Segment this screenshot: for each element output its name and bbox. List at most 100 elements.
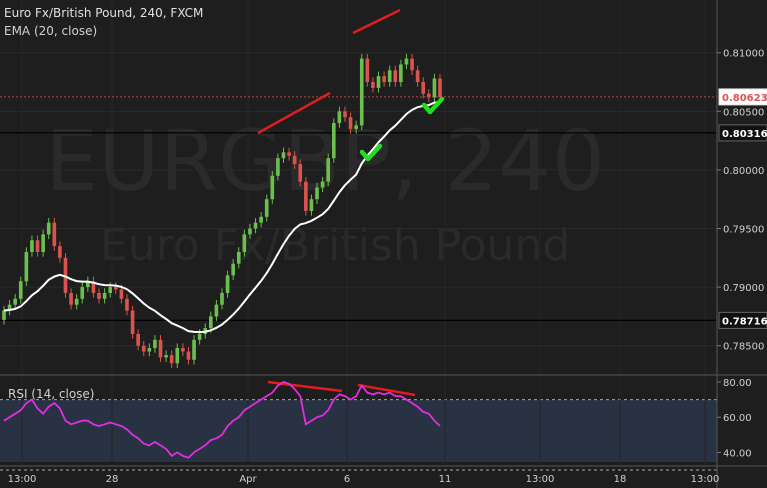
candle-body <box>253 222 258 229</box>
candle-body <box>113 287 118 290</box>
candle-body <box>270 175 275 200</box>
candle-body <box>30 240 34 252</box>
candle-body <box>248 228 252 235</box>
checkmark-icon <box>421 96 445 115</box>
symbol-title: Euro Fx/British Pound, 240, FXCM <box>4 6 203 20</box>
candle-body <box>186 351 191 360</box>
candle-body <box>276 158 280 176</box>
candle-body <box>41 234 45 252</box>
candle-body <box>242 234 247 252</box>
candle-body <box>214 304 219 317</box>
time-tick-label: 11 <box>439 474 452 485</box>
horizontal-lines <box>0 96 717 321</box>
candle-body <box>108 287 113 293</box>
candle-body <box>387 70 392 83</box>
candle-body <box>181 348 185 352</box>
candle-body <box>197 333 202 340</box>
candle-body <box>382 76 386 83</box>
candle-body <box>13 298 17 305</box>
time-tick-label: 28 <box>106 474 119 485</box>
price-label: 0.80623 <box>722 93 767 104</box>
candle-body <box>410 58 414 71</box>
rsi-tick-label: 80.00 <box>723 378 752 389</box>
candle-body <box>309 199 314 211</box>
candle-body <box>169 355 174 364</box>
candle-body <box>371 82 375 88</box>
time-tick-label: 13:00 <box>526 474 555 485</box>
candle-body <box>35 240 40 252</box>
candle-body <box>259 216 263 223</box>
rsi-tick-label: 60.00 <box>723 413 752 424</box>
candle-body <box>147 348 152 352</box>
candle-body <box>209 316 213 329</box>
candle-body <box>236 251 241 264</box>
candle-body <box>80 287 85 299</box>
watermark-ticker: EURGBP, 240 <box>45 112 605 210</box>
candle-body <box>331 123 336 159</box>
candle-body <box>69 292 73 305</box>
trendline <box>257 91 331 135</box>
candle-body <box>365 58 370 83</box>
candle-body <box>399 64 403 83</box>
candle-body <box>427 93 431 98</box>
candle-body <box>320 181 325 188</box>
candle-body <box>52 222 57 247</box>
candle-body <box>2 310 6 320</box>
candle-body <box>315 187 319 200</box>
candle-body <box>102 292 107 299</box>
candle-body <box>337 111 342 124</box>
candle-body <box>287 152 291 156</box>
candle-body <box>7 304 12 311</box>
time-tick-label: 18 <box>614 474 627 485</box>
rsi-indicator-label[interactable]: RSI (14, close) <box>8 387 94 401</box>
rsi-tick-label: 40.00 <box>723 448 752 459</box>
candle-body <box>164 355 168 358</box>
watermark-name: Euro Fx/British Pound <box>100 220 570 271</box>
time-tick-label: 13:00 <box>691 474 720 485</box>
candle-body <box>158 339 163 358</box>
candle-body <box>18 281 23 299</box>
candlestick-series <box>2 53 442 368</box>
candle-body <box>393 70 398 83</box>
candle-body <box>404 58 409 65</box>
rsi-line <box>3 381 441 459</box>
candle-body <box>91 281 96 293</box>
candle-body <box>359 58 364 126</box>
checkmark-icon <box>359 143 383 162</box>
candle-body <box>354 125 358 129</box>
candle-body <box>225 275 230 293</box>
price-tick-label: 0.79500 <box>723 225 764 236</box>
candle-body <box>298 164 303 182</box>
candle-body <box>119 289 124 299</box>
candle-body <box>58 246 62 258</box>
candle-body <box>63 257 68 293</box>
candle-body <box>304 181 308 211</box>
candle-body <box>46 222 51 235</box>
candle-body <box>343 111 347 118</box>
candle-body <box>348 117 353 129</box>
candle-body <box>125 298 129 311</box>
candle-body <box>281 152 286 159</box>
time-tick-label: Apr <box>239 474 257 485</box>
candle-body <box>141 345 146 352</box>
candle-body <box>432 78 437 98</box>
candle-body <box>130 310 135 334</box>
time-tick-label: 6 <box>344 474 350 485</box>
price-tick-label: 0.81000 <box>723 49 764 60</box>
candle-body <box>136 333 140 346</box>
candle-body <box>326 158 331 182</box>
price-tick-label: 0.80000 <box>723 166 764 177</box>
price-label: 0.80316 <box>722 129 767 140</box>
candle-body <box>231 263 235 276</box>
trendline <box>352 8 401 35</box>
candle-body <box>86 281 90 288</box>
price-label-box <box>718 311 767 329</box>
ema-indicator-label[interactable]: EMA (20, close) <box>4 24 97 38</box>
rsi-panel-background <box>0 400 717 462</box>
candle-body <box>220 292 224 305</box>
price-label: 0.78716 <box>722 316 767 327</box>
candle-body <box>192 339 196 360</box>
candle-body <box>264 199 269 217</box>
